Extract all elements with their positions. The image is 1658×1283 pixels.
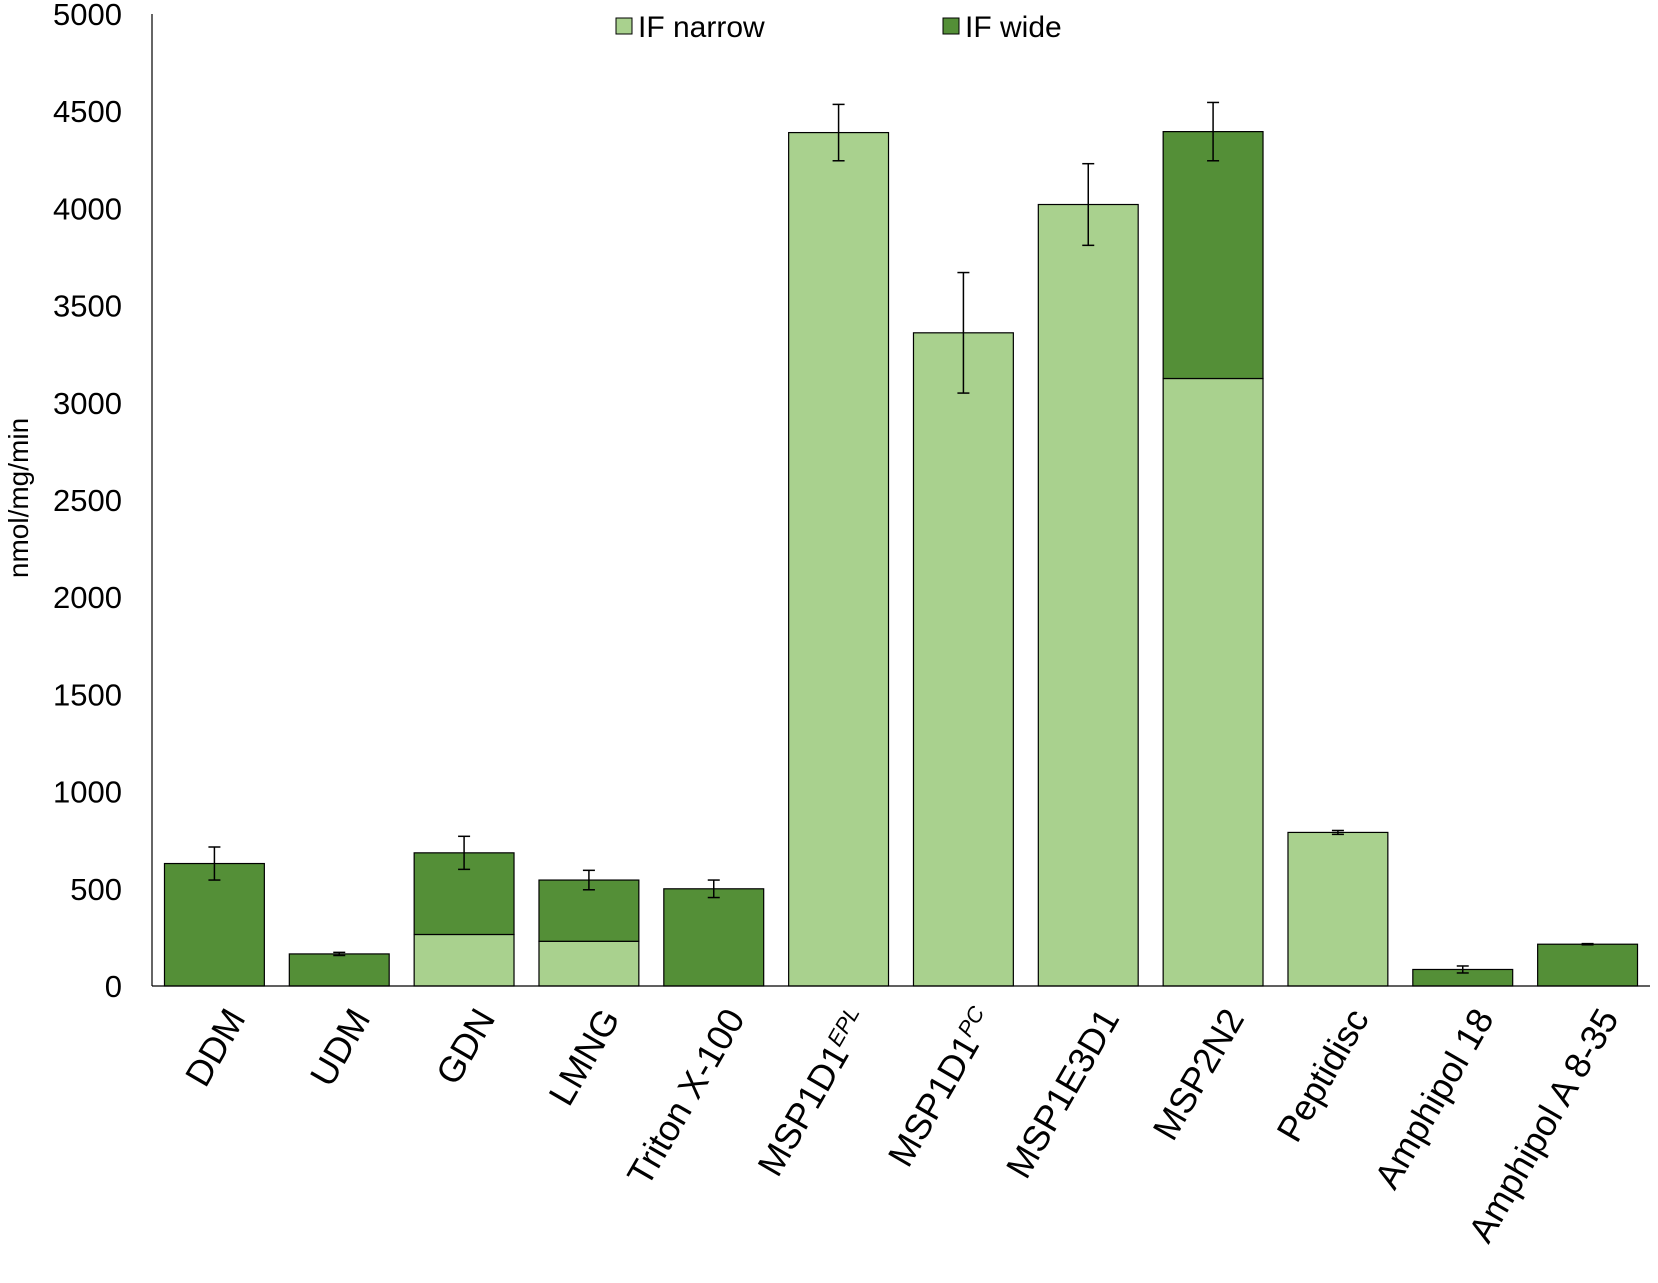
bar-segment: [1162, 131, 1264, 380]
x-category-label: MSP1D1EPL: [749, 1002, 877, 1183]
x-category-label: Peptidisc: [1268, 1002, 1377, 1149]
legend-label: IF narrow: [638, 11, 765, 44]
bar-segment: [163, 862, 265, 987]
y-tick-label: 5000: [53, 0, 122, 32]
y-axis-label: nmol/mg/min: [3, 418, 34, 578]
bar-segment: [912, 332, 1014, 987]
y-tick-label: 4000: [53, 191, 122, 226]
x-category-label: MSP1E3D1: [998, 1002, 1128, 1185]
bar-segment: [788, 131, 890, 987]
legend-label: IF wide: [965, 11, 1062, 44]
x-category-label: MSP2N2: [1144, 1002, 1252, 1147]
x-category-label: Amphipol 18: [1366, 1002, 1502, 1196]
bar-segment: [538, 940, 640, 987]
bar-segment: [1287, 831, 1389, 987]
y-tick-label: 4500: [53, 94, 122, 129]
y-tick-label: 2500: [53, 483, 122, 518]
bars: [163, 131, 1639, 987]
x-category-label: LMNG: [540, 1002, 628, 1113]
bar-segment: [413, 933, 515, 987]
x-category-label: UDM: [302, 1002, 378, 1094]
legend-swatch: [615, 17, 633, 35]
y-tick-label: 3500: [53, 289, 122, 324]
legend-swatch: [942, 17, 960, 35]
error-bars: [208, 101, 1594, 974]
y-tick-label: 2000: [53, 580, 122, 615]
bar-segment: [1537, 943, 1639, 987]
bar-segment: [1037, 203, 1139, 987]
x-category-label: Triton X-100: [619, 1002, 753, 1193]
y-tick-label: 1000: [53, 775, 122, 810]
y-tick-label: 500: [70, 872, 122, 907]
bar-segment: [288, 953, 390, 987]
x-category-label: DDM: [177, 1002, 253, 1094]
bar-segment: [1162, 377, 1264, 987]
bar-segment: [663, 888, 765, 987]
x-category-label: GDN: [428, 1002, 504, 1092]
legend: IF narrow IF wide: [615, 11, 1062, 44]
y-axis: 0 500 1000 1500 2000 2500 3000 3500 4000 4500 5000: [53, 0, 153, 1004]
y-tick-label: 0: [105, 969, 122, 1004]
y-tick-label: 3000: [53, 386, 122, 421]
x-category-label: MSP1D1PC: [880, 1001, 1003, 1173]
y-tick-label: 1500: [53, 677, 122, 712]
